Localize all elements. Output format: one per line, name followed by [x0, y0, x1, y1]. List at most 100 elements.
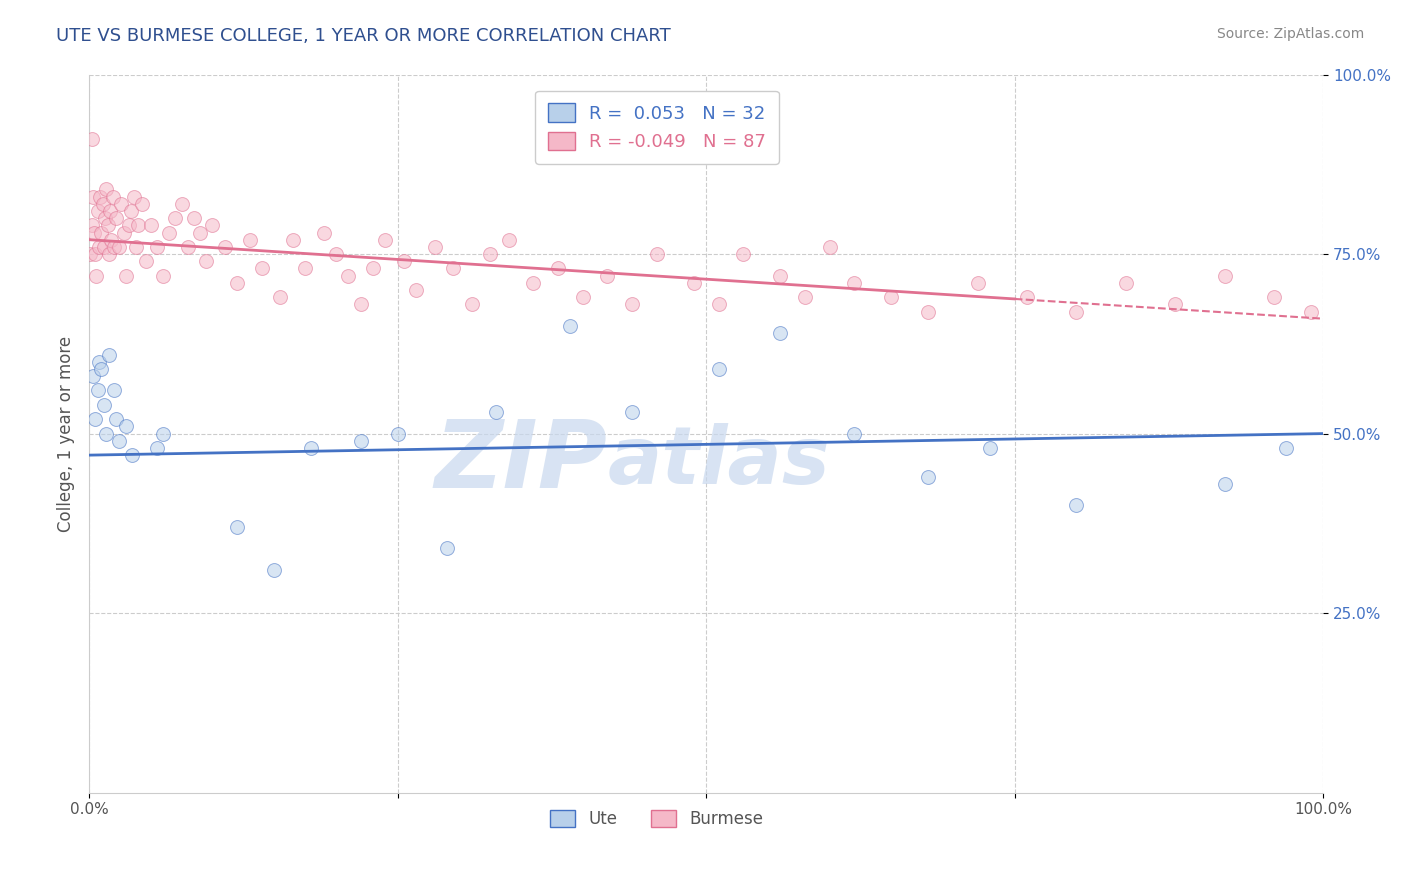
Point — [139, 219, 162, 233]
Point — [165, 211, 187, 226]
Point — [818, 240, 841, 254]
Point — [103, 240, 125, 254]
Point — [263, 563, 285, 577]
Point — [170, 196, 193, 211]
Point — [131, 196, 153, 211]
Point — [90, 362, 112, 376]
Point — [645, 247, 668, 261]
Point — [97, 247, 120, 261]
Point — [121, 448, 143, 462]
Point — [312, 226, 335, 240]
Point — [387, 426, 409, 441]
Point — [98, 204, 121, 219]
Point — [547, 261, 569, 276]
Point — [844, 426, 866, 441]
Point — [294, 261, 316, 276]
Point — [89, 189, 111, 203]
Point — [707, 362, 730, 376]
Point — [621, 405, 644, 419]
Point — [1066, 499, 1088, 513]
Point — [707, 297, 730, 311]
Point — [1275, 441, 1298, 455]
Point — [177, 240, 200, 254]
Point — [183, 211, 205, 226]
Point — [769, 326, 792, 340]
Legend: Ute, Burmese: Ute, Burmese — [544, 803, 770, 835]
Point — [201, 219, 224, 233]
Point — [226, 520, 249, 534]
Point — [87, 240, 110, 254]
Point — [392, 254, 415, 268]
Point — [152, 268, 174, 283]
Point — [498, 233, 520, 247]
Text: Source: ZipAtlas.com: Source: ZipAtlas.com — [1216, 27, 1364, 41]
Point — [135, 254, 157, 268]
Point — [94, 211, 117, 226]
Point — [1213, 476, 1236, 491]
Point — [107, 240, 129, 254]
Point — [793, 290, 815, 304]
Point — [96, 182, 118, 196]
Point — [250, 261, 273, 276]
Point — [966, 276, 988, 290]
Point — [127, 219, 149, 233]
Point — [325, 247, 347, 261]
Point — [84, 247, 107, 261]
Point — [621, 297, 644, 311]
Point — [80, 132, 103, 146]
Point — [195, 254, 218, 268]
Point — [1164, 297, 1187, 311]
Point — [93, 398, 115, 412]
Point — [125, 240, 148, 254]
Point — [103, 384, 125, 398]
Point — [86, 268, 108, 283]
Point — [436, 541, 458, 556]
Point — [146, 240, 169, 254]
Point — [91, 196, 114, 211]
Point — [769, 268, 792, 283]
Point — [1015, 290, 1038, 304]
Point — [733, 247, 755, 261]
Point — [90, 226, 112, 240]
Point — [460, 297, 482, 311]
Point — [112, 226, 135, 240]
Point — [979, 441, 1001, 455]
Point — [1115, 276, 1137, 290]
Point — [1263, 290, 1285, 304]
Y-axis label: College, 1 year or more: College, 1 year or more — [58, 335, 75, 532]
Point — [80, 219, 103, 233]
Point — [93, 240, 115, 254]
Point — [238, 233, 260, 247]
Point — [1213, 268, 1236, 283]
Point — [120, 204, 142, 219]
Point — [880, 290, 903, 304]
Point — [115, 419, 138, 434]
Point — [100, 233, 122, 247]
Point — [361, 261, 384, 276]
Point — [299, 441, 322, 455]
Point — [1066, 304, 1088, 318]
Point — [349, 434, 371, 448]
Point — [87, 355, 110, 369]
Point — [1299, 304, 1322, 318]
Text: ZIP: ZIP — [434, 417, 607, 508]
Point — [83, 226, 105, 240]
Point — [101, 189, 124, 203]
Point — [349, 297, 371, 311]
Point — [596, 268, 619, 283]
Point — [226, 276, 249, 290]
Point — [107, 434, 129, 448]
Point — [188, 226, 211, 240]
Point — [269, 290, 291, 304]
Point — [560, 318, 582, 333]
Text: UTE VS BURMESE COLLEGE, 1 YEAR OR MORE CORRELATION CHART: UTE VS BURMESE COLLEGE, 1 YEAR OR MORE C… — [56, 27, 671, 45]
Point — [405, 283, 427, 297]
Point — [152, 426, 174, 441]
Point — [86, 384, 108, 398]
Point — [281, 233, 304, 247]
Point — [214, 240, 236, 254]
Point — [146, 441, 169, 455]
Point — [82, 369, 104, 384]
Point — [97, 219, 120, 233]
Point — [571, 290, 593, 304]
